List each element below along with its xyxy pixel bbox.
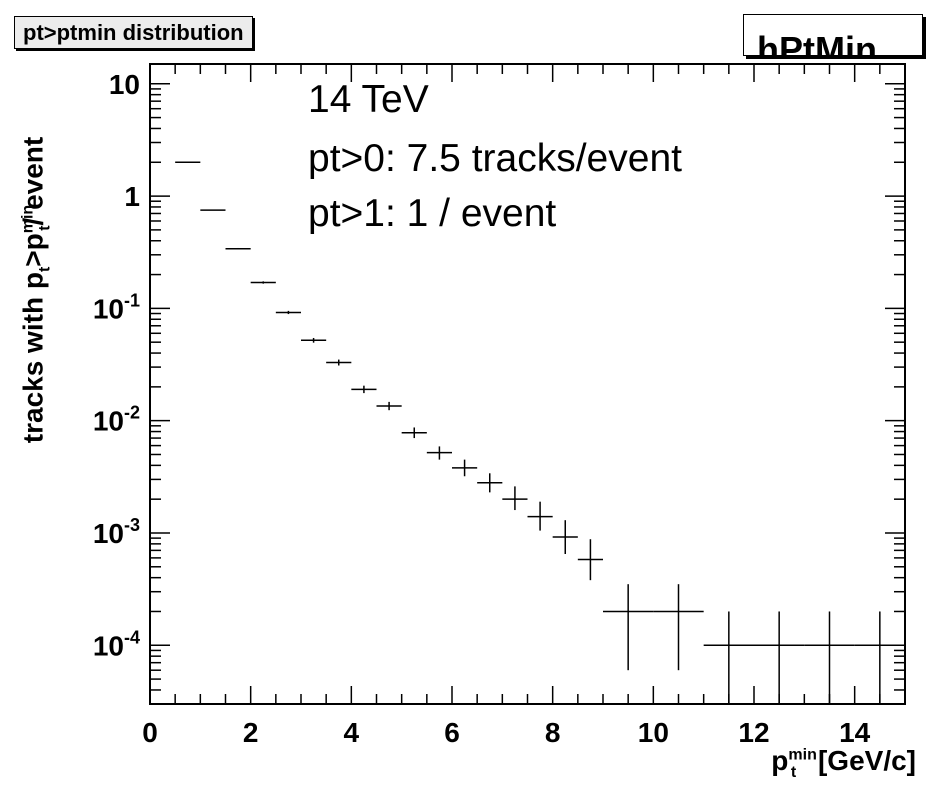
x-label-main: p xyxy=(771,745,789,776)
x-tick-label: 4 xyxy=(344,717,360,748)
x-tick-labels: 0 2 4 6 8 10 12 14 xyxy=(142,717,870,748)
data-point xyxy=(703,611,754,704)
y-label-tail: / event xyxy=(17,136,49,226)
major-ticks xyxy=(149,64,905,704)
annotation-energy: 14 TeV xyxy=(308,78,429,121)
x-label-sup: min xyxy=(788,746,817,764)
y-axis-label: tracks with pt>pmint/ event xyxy=(18,137,55,443)
x-tick-label: 8 xyxy=(545,717,561,748)
x-label-unit: [GeV/c] xyxy=(810,745,916,776)
stat-box-name: hPtMin xyxy=(757,29,877,56)
y-label-sub1: t xyxy=(36,266,54,273)
x-tick-label: 6 xyxy=(444,717,460,748)
data-point xyxy=(577,539,603,581)
y-tick-label: 10-4 xyxy=(93,627,140,661)
annotation-pt0: pt>0: 7.5 tracks/event xyxy=(308,137,682,180)
data-point xyxy=(426,446,452,460)
x-tick-label: 12 xyxy=(738,717,769,748)
x-tick-label: 2 xyxy=(243,717,259,748)
data-point xyxy=(326,359,352,366)
y-label-sub2: t xyxy=(36,225,54,231)
y-label-mid: >p xyxy=(17,233,49,267)
data-point xyxy=(527,501,553,531)
x-label-sub: t xyxy=(790,763,797,781)
minor-ticks xyxy=(150,64,906,705)
y-label-main: tracks with p xyxy=(17,272,49,444)
data-point xyxy=(250,281,276,284)
data-point xyxy=(376,401,402,411)
y-tick-label: 1 xyxy=(124,181,140,212)
data-point xyxy=(477,473,503,493)
data-point xyxy=(502,486,528,511)
y-tick-label: 10-3 xyxy=(93,515,140,549)
data-point xyxy=(653,584,704,671)
data-point xyxy=(351,385,377,394)
data-point xyxy=(301,337,327,343)
data-point xyxy=(275,310,301,315)
data-point xyxy=(854,611,905,704)
data-points xyxy=(175,161,905,704)
data-point xyxy=(754,611,805,704)
data-point xyxy=(804,611,855,704)
data-point xyxy=(552,520,578,554)
annotation-pt1: pt>1: 1 / event xyxy=(308,192,556,235)
data-point xyxy=(225,247,251,250)
histogram-title-box: pt>ptmin distribution xyxy=(14,16,253,49)
y-tick-labels: 10 1 10-1 10-2 10-3 10-4 xyxy=(93,69,140,662)
y-tick-label: 10 xyxy=(109,69,140,100)
data-point xyxy=(603,584,654,671)
histogram-title: pt>ptmin distribution xyxy=(23,20,244,45)
x-tick-label: 0 xyxy=(142,717,158,748)
x-axis-label: pmint [GeV/c] xyxy=(771,745,916,782)
x-tick-label: 14 xyxy=(839,717,871,748)
x-tick-label: 10 xyxy=(638,717,669,748)
stat-box: hPtMin xyxy=(743,14,923,56)
data-point xyxy=(401,427,427,439)
data-point xyxy=(452,459,478,477)
y-tick-label: 10-2 xyxy=(93,403,140,437)
y-tick-label: 10-1 xyxy=(93,290,140,324)
